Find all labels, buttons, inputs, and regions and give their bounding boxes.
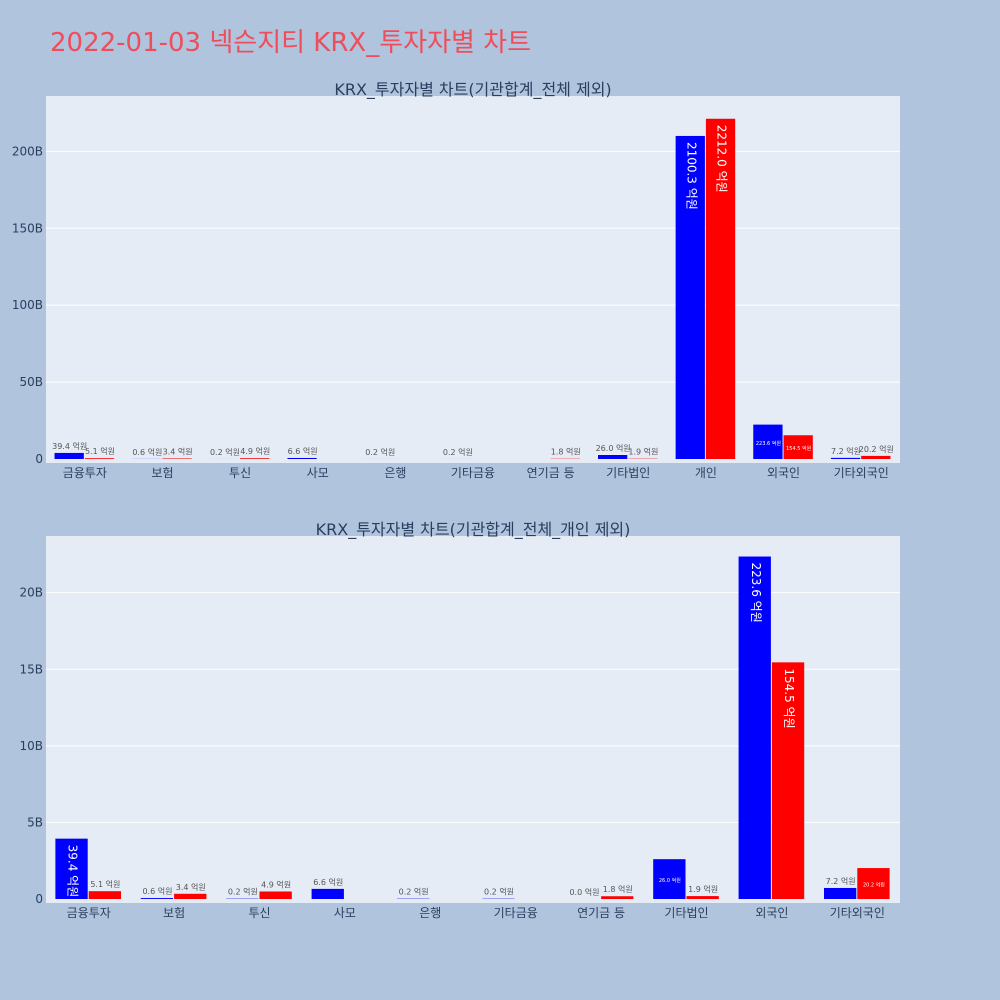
bar-sell <box>174 893 207 899</box>
bar-buy <box>675 135 705 460</box>
data-label: 0.2 억원 <box>484 887 514 897</box>
data-label: 5.1 억원 <box>90 879 120 889</box>
data-label: 5.1 억원 <box>85 446 115 456</box>
data-label: 3.4 억원 <box>176 882 206 892</box>
bar-buy <box>753 424 783 459</box>
chart-title-2: KRX_투자자별 차트(기관합계_전체_개인 제외) <box>316 520 631 540</box>
data-label: 154.5 억원 <box>786 445 812 452</box>
x-tick-label: 투신 <box>229 466 251 480</box>
bar-sell <box>162 458 192 459</box>
data-label: 223.6 억원 <box>756 440 782 447</box>
data-label: 7.2 억원 <box>831 446 861 456</box>
data-label: 0.2 억원 <box>228 887 258 897</box>
y-tick-label: 15B <box>19 662 43 676</box>
data-label: 2212.0 억원 <box>715 125 729 193</box>
bar-sell <box>601 896 634 899</box>
x-tick-label: 사모 <box>334 906 356 920</box>
chart-title-1: KRX_투자자별 차트(기관합계_전체 제외) <box>334 80 611 100</box>
x-tick-label: 외국인 <box>755 906 788 920</box>
bar-sell <box>84 458 115 459</box>
data-label: 1.9 억원 <box>628 447 658 457</box>
x-tick-label: 기타금융 <box>494 906 538 920</box>
data-label: 0.2 억원 <box>443 447 473 457</box>
data-label: 4.9 억원 <box>261 879 291 889</box>
y-tick-label: 0 <box>35 892 43 906</box>
y-tick-label: 150B <box>12 221 43 235</box>
y-tick-label: 20B <box>19 586 43 600</box>
x-tick-label: 연기금 등 <box>577 906 625 920</box>
bar-sell <box>705 118 736 459</box>
data-label: 2100.3 억원 <box>684 142 698 210</box>
data-label: 26.0 억원 <box>659 877 681 884</box>
data-label: 0.2 억원 <box>365 447 395 457</box>
x-tick-label: 기타금융 <box>451 466 495 480</box>
data-label: 223.6 억원 <box>749 563 763 623</box>
bar-sell <box>88 891 122 899</box>
data-label: 0.0 억원 <box>569 887 599 897</box>
x-tick-label: 개인 <box>695 466 717 480</box>
bar-buy <box>140 898 174 899</box>
bar-sell <box>783 435 813 459</box>
x-tick-label: 보험 <box>151 466 173 480</box>
data-label: 6.6 억원 <box>288 446 318 456</box>
plot-area-1 <box>46 96 900 463</box>
bar-buy <box>311 888 344 899</box>
bar-buy <box>653 859 686 899</box>
data-label: 1.8 억원 <box>603 884 633 894</box>
bar-sell <box>861 455 891 459</box>
x-tick-label: 사모 <box>307 466 329 480</box>
bar-buy <box>738 556 771 899</box>
x-tick-label: 은행 <box>384 465 406 480</box>
data-label: 20.2 억원 <box>863 882 885 889</box>
x-tick-label: 외국인 <box>767 466 800 480</box>
bar-buy <box>830 457 861 459</box>
bar-sell <box>259 891 292 899</box>
bar-sell <box>857 868 890 899</box>
bar-buy <box>287 457 317 459</box>
data-label: 20.2 억원 <box>859 444 894 454</box>
bar-sell <box>686 896 719 899</box>
y-tick-label: 50B <box>19 375 43 389</box>
x-tick-label: 은행 <box>419 905 441 920</box>
bar-sell <box>240 458 270 459</box>
data-label: 0.2 억원 <box>399 887 429 897</box>
y-tick-label: 10B <box>19 739 43 753</box>
y-tick-label: 0 <box>35 452 43 466</box>
data-label: 0.2 억원 <box>210 447 240 457</box>
x-tick-label: 기타법인 <box>664 906 708 920</box>
data-label: 1.9 억원 <box>688 884 718 894</box>
x-tick-label: 금융투자 <box>63 466 107 480</box>
y-tick-label: 100B <box>12 298 43 312</box>
x-tick-label: 기타법인 <box>606 466 650 480</box>
bar-buy <box>54 452 84 459</box>
bar-buy <box>597 455 628 459</box>
bar-buy <box>823 887 857 899</box>
y-tick-label: 200B <box>12 144 43 158</box>
data-label: 0.6 억원 <box>132 447 162 457</box>
x-tick-label: 금융투자 <box>67 906 111 920</box>
data-label: 39.4 억원 <box>52 441 87 451</box>
x-tick-label: 보험 <box>163 906 185 920</box>
x-tick-label: 기타외국인 <box>834 466 889 480</box>
data-label: 39.4 억원 <box>66 845 80 898</box>
x-tick-label: 투신 <box>248 906 270 920</box>
data-label: 26.0 억원 <box>596 443 631 453</box>
data-label: 7.2 억원 <box>826 876 856 886</box>
data-label: 154.5 억원 <box>782 668 796 728</box>
data-label: 3.4 억원 <box>163 446 193 456</box>
x-tick-label: 연기금 등 <box>527 466 575 480</box>
bar-buy <box>55 838 88 899</box>
data-label: 0.6 억원 <box>142 886 172 896</box>
x-tick-label: 기타외국인 <box>830 906 885 920</box>
y-tick-label: 5B <box>27 815 43 829</box>
data-label: 1.8 억원 <box>551 447 581 457</box>
page-title: 2022-01-03 넥슨지티 KRX_투자자별 차트 <box>50 28 532 58</box>
data-label: 4.9 억원 <box>240 446 270 456</box>
data-label: 6.6 억원 <box>313 877 343 887</box>
bar-sell <box>771 662 805 899</box>
